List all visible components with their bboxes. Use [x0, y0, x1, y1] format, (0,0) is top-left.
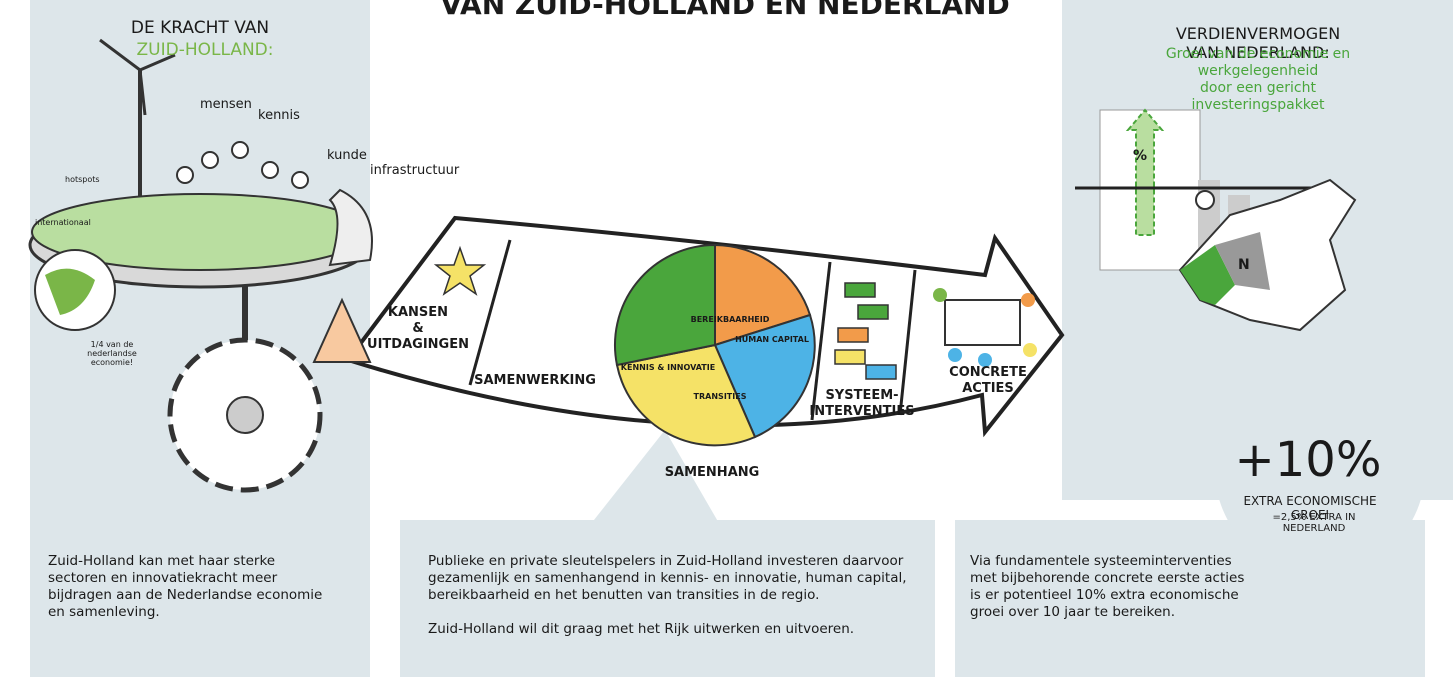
person — [1196, 191, 1214, 209]
caption: Via fundamentele systeeminterventies met… — [970, 553, 1244, 621]
stage-label: SAMENWERKING — [474, 373, 596, 389]
label: mensen — [200, 97, 252, 112]
label: infrastructuur — [370, 163, 459, 178]
pie-label: KENNIS & INNOVATIE — [621, 363, 715, 372]
highlight-value: +10% — [1235, 432, 1382, 488]
label: 1/4 van de nederlandse economie! — [87, 340, 137, 367]
label: internationaal — [35, 218, 91, 227]
people — [177, 142, 308, 188]
caption: Zuid-Holland kan met haar sterke sectore… — [48, 553, 322, 621]
pie-label: TRANSITIES — [694, 392, 747, 401]
map-label: N — [1238, 257, 1250, 273]
pie-label: BEREIKBAARHEID — [691, 315, 770, 324]
highlight-note: =2,5% EXTRA IN NEDERLAND — [1245, 512, 1384, 534]
right-subtitle: Groei van de economie en werkgelegenheid… — [1161, 46, 1356, 114]
pie — [615, 245, 815, 445]
label: hotspots — [65, 175, 100, 184]
page: VAN ZUID-HOLLAND EN NEDERLAND DE KRACHT … — [0, 0, 1453, 677]
label: kennis — [258, 108, 300, 123]
left-heading: DE KRACHT VAN — [131, 18, 269, 38]
map-label: % — [1133, 148, 1147, 164]
left-heading-accent: ZUID-HOLLAND: — [137, 40, 274, 60]
label: kunde — [327, 148, 367, 163]
pie-label: HUMAN CAPITAL — [735, 335, 809, 344]
stage-label: SYSTEEM- INTERVENTIES — [809, 388, 914, 420]
stage-label: CONCRETE ACTIES — [949, 365, 1027, 397]
caption: Publieke en private sleutelspelers in Zu… — [428, 553, 907, 638]
map-label: Z — [1137, 237, 1147, 253]
stage-label: SAMENHANG — [665, 465, 760, 481]
warning-sign — [314, 300, 370, 362]
stage-label: KANSEN & UITDAGINGEN — [367, 305, 469, 353]
gear-hub — [227, 397, 263, 433]
title: VAN ZUID-HOLLAND EN NEDERLAND — [440, 0, 1009, 21]
